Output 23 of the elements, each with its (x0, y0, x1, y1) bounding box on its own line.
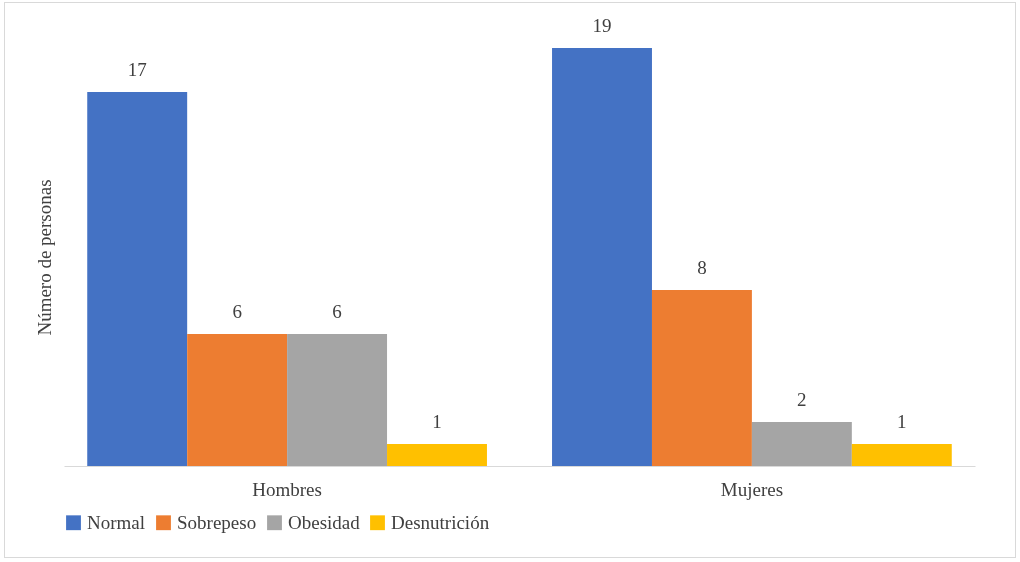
bar (851, 444, 952, 466)
bar (751, 422, 852, 466)
legend-label: Sobrepeso (177, 511, 257, 533)
bar (651, 290, 752, 466)
data-label: 6 (332, 301, 342, 322)
x-tick-label: Hombres (252, 478, 322, 500)
legend-label: Desnutrición (391, 511, 490, 533)
data-label: 8 (697, 257, 707, 278)
data-label: 17 (127, 59, 147, 80)
data-label: 19 (592, 15, 612, 36)
x-tick-label: Mujeres (720, 478, 784, 500)
bar (552, 48, 652, 466)
data-label: 1 (897, 411, 907, 432)
y-axis-title: Número de personas (33, 179, 55, 336)
legend-label: Normal (87, 511, 146, 533)
bar (87, 92, 188, 466)
data-label: 6 (232, 301, 242, 322)
legend-label: Obesidad (288, 511, 361, 533)
bar (287, 334, 388, 466)
data-label: 1 (432, 411, 442, 432)
bar (387, 444, 487, 466)
bar (187, 334, 288, 466)
data-label: 2 (797, 389, 807, 410)
